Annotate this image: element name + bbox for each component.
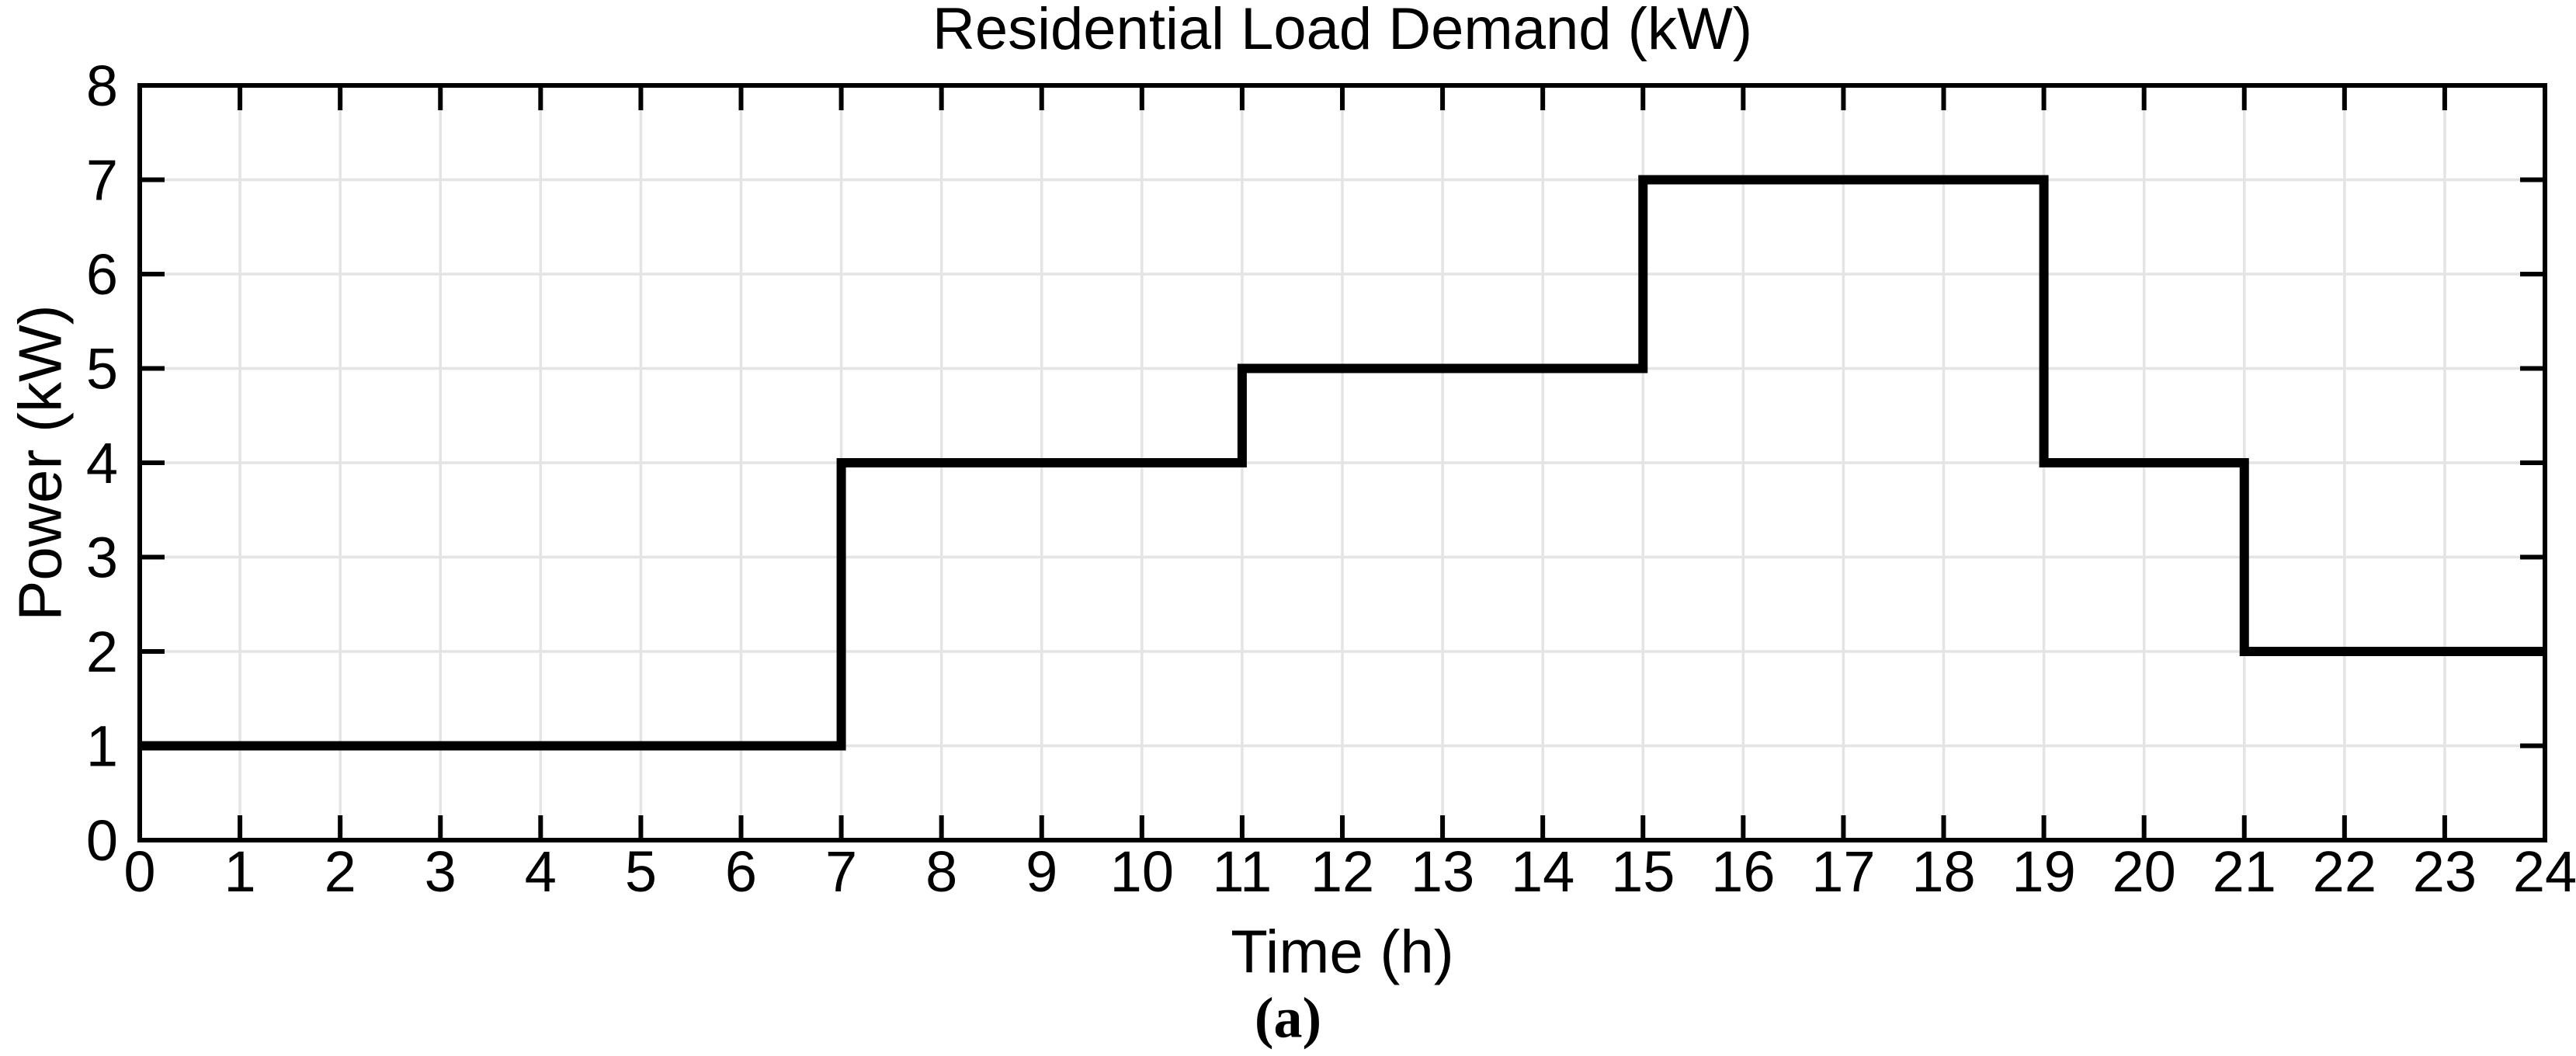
x-tick-label: 13: [1411, 839, 1474, 904]
x-tick-label: 18: [1911, 839, 1975, 904]
x-tick-label: 5: [625, 839, 657, 904]
y-tick-label: 2: [86, 620, 118, 684]
x-tick-label: 1: [224, 839, 256, 904]
x-tick-label: 16: [1711, 839, 1775, 904]
x-tick-label: 19: [2012, 839, 2075, 904]
y-tick-label: 5: [86, 336, 118, 401]
x-tick-label: 23: [2413, 839, 2477, 904]
y-tick-label: 4: [86, 431, 118, 495]
x-tick-label: 17: [1811, 839, 1875, 904]
x-tick-label: 21: [2213, 839, 2276, 904]
x-tick-label: 8: [925, 839, 957, 904]
x-tick-label: 10: [1110, 839, 1174, 904]
load-step-line: [140, 175, 2545, 751]
x-tick-label: 7: [825, 839, 857, 904]
x-tick-label: 3: [425, 839, 457, 904]
y-tick-label: 8: [86, 54, 118, 118]
y-tick-label: 0: [86, 808, 118, 873]
x-tick-label: 22: [2313, 839, 2376, 904]
axes-box: [137, 83, 2547, 842]
x-tick-label: 0: [123, 839, 155, 904]
y-tick-label: 6: [86, 242, 118, 307]
x-tick-label: 15: [1611, 839, 1675, 904]
figure-caption: (a): [1254, 986, 1322, 1051]
x-axis-label: Time (h): [1231, 917, 1454, 986]
y-tick-label: 1: [86, 714, 118, 778]
x-tick-label: 2: [325, 839, 356, 904]
y-tick-label: 3: [86, 525, 118, 589]
x-tick-label: 9: [1026, 839, 1057, 904]
x-tick-label: 20: [2113, 839, 2176, 904]
chart-title: Residential Load Demand (kW): [932, 0, 1753, 62]
x-tick-label: 4: [525, 839, 557, 904]
x-tick-label: 12: [1311, 839, 1374, 904]
x-tick-label: 14: [1511, 839, 1574, 904]
y-tick-label: 7: [86, 148, 118, 212]
x-tick-label: 6: [725, 839, 757, 904]
x-tick-label: 24: [2513, 839, 2576, 904]
y-axis-label: Power (kW): [5, 304, 75, 621]
x-tick-label: 11: [1213, 839, 1272, 904]
